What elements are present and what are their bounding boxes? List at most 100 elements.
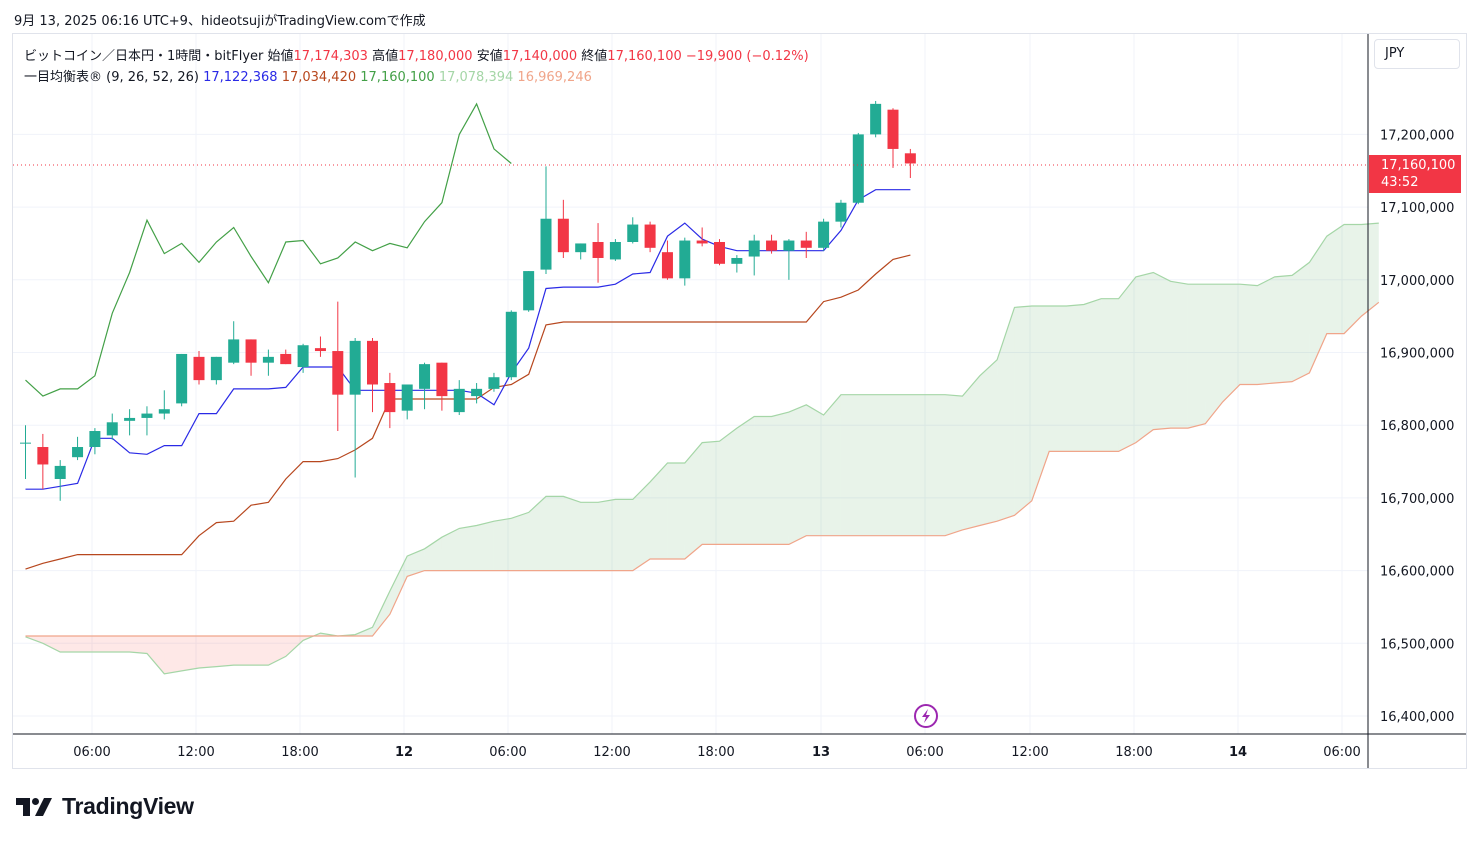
candle bbox=[54, 460, 66, 501]
cloud-segment bbox=[216, 636, 234, 667]
candle bbox=[523, 271, 535, 312]
high-label: 高値 bbox=[372, 49, 399, 64]
low-value: 17,140,000 bbox=[502, 49, 578, 64]
candle bbox=[141, 406, 153, 436]
currency-button[interactable]: JPY bbox=[1374, 39, 1460, 69]
candle-body bbox=[193, 356, 205, 381]
candle bbox=[540, 166, 552, 274]
tenkan-line bbox=[25, 189, 911, 490]
candle-body bbox=[766, 240, 778, 251]
candle-body bbox=[37, 447, 49, 465]
candle bbox=[696, 227, 708, 247]
price-tick-label: 16,900,000 bbox=[1380, 347, 1454, 362]
candle bbox=[384, 372, 396, 429]
time-tick-label: 12:00 bbox=[1011, 745, 1048, 760]
candle-body bbox=[852, 134, 864, 203]
candle bbox=[158, 390, 170, 420]
cloud-segment bbox=[493, 518, 512, 571]
candle-body bbox=[314, 348, 326, 352]
tenkan-value: 17,122,368 bbox=[203, 70, 278, 85]
time-tick-label: 12:00 bbox=[177, 745, 214, 760]
cloud-segment bbox=[94, 636, 113, 653]
candle bbox=[904, 148, 916, 179]
candle-body bbox=[505, 311, 517, 378]
cloud-segment bbox=[754, 416, 772, 545]
cloud-segment bbox=[1205, 284, 1223, 424]
price-tick-label: 17,000,000 bbox=[1380, 274, 1454, 289]
candle-body bbox=[262, 356, 274, 363]
chikou-line bbox=[25, 102, 512, 397]
candle bbox=[436, 362, 448, 411]
candle bbox=[783, 239, 795, 280]
legend-indicator-row: 一目均衡表® (9, 26, 52, 26) 17,122,368 17,034… bbox=[24, 66, 592, 85]
candle bbox=[262, 349, 274, 376]
close-label: 終値 bbox=[581, 49, 608, 64]
candle-body bbox=[783, 240, 795, 251]
candle-body bbox=[245, 339, 257, 363]
cloud-segment bbox=[164, 636, 182, 674]
candle-body bbox=[714, 241, 725, 264]
low-label: 安値 bbox=[476, 49, 503, 64]
indicator-name[interactable]: 一目均衡表® (9, 26, 52, 26) bbox=[24, 70, 199, 85]
cloud-segment bbox=[788, 404, 807, 545]
cloud-segment bbox=[580, 502, 599, 571]
cloud-segment bbox=[441, 528, 460, 571]
symbol-name[interactable]: ビットコイン／日本円・1時間・bitFlyer bbox=[24, 49, 264, 64]
candle-body bbox=[89, 431, 101, 448]
span-b-line bbox=[25, 301, 1380, 637]
candle bbox=[401, 384, 413, 420]
lightning-icon[interactable] bbox=[914, 704, 938, 728]
cloud-segment bbox=[1240, 284, 1258, 385]
candle-body bbox=[471, 388, 483, 397]
candle bbox=[818, 218, 830, 251]
candle bbox=[800, 231, 812, 258]
price-tick-label: 16,600,000 bbox=[1380, 565, 1454, 580]
cloud-segment bbox=[598, 499, 616, 571]
candle bbox=[731, 255, 743, 273]
cloud-segment bbox=[1222, 284, 1240, 402]
kijun-value: 17,034,420 bbox=[281, 70, 357, 85]
cloud-segment bbox=[251, 636, 269, 666]
candle bbox=[228, 321, 240, 365]
cloud-segment bbox=[407, 548, 425, 577]
cloud-segment bbox=[1257, 276, 1275, 385]
candle-body bbox=[661, 252, 673, 279]
brand-logo[interactable]: TradingView bbox=[16, 793, 194, 820]
price-tick-label: 16,400,000 bbox=[1380, 710, 1454, 725]
candle bbox=[20, 425, 31, 479]
cloud-segment bbox=[667, 463, 685, 559]
candle-body bbox=[870, 103, 882, 135]
cloud-segment bbox=[42, 636, 61, 653]
close-value: 17,160,100 bbox=[607, 49, 682, 64]
candle bbox=[89, 428, 101, 455]
candle-body bbox=[124, 417, 136, 421]
candle-body bbox=[367, 340, 378, 385]
cloud-segment bbox=[424, 537, 442, 571]
candle bbox=[679, 237, 691, 286]
cloud-segment bbox=[979, 359, 998, 526]
cloud-segment bbox=[945, 394, 963, 536]
cloud-segment bbox=[389, 556, 408, 615]
time-tick-label: 06:00 bbox=[1323, 745, 1360, 760]
span-a-line bbox=[25, 222, 1379, 675]
candle-body bbox=[575, 243, 587, 253]
candle bbox=[887, 108, 899, 168]
cloud-segment bbox=[129, 636, 147, 654]
tradingview-logo-icon bbox=[16, 797, 52, 816]
cloud-segment bbox=[1014, 305, 1032, 516]
candle-body bbox=[436, 362, 448, 397]
cloud-segment bbox=[1101, 298, 1119, 452]
cloud-segment bbox=[962, 375, 980, 530]
open-value: 17,174,303 bbox=[293, 49, 368, 64]
candle-body bbox=[297, 345, 309, 368]
cloud-segment bbox=[927, 394, 946, 536]
snapshot-caption: 9月 13, 2025 06:16 UTC+9、hideotsujiがTradi… bbox=[14, 14, 426, 29]
cloud-segment bbox=[997, 307, 1015, 522]
candle bbox=[488, 372, 500, 392]
cloud-segment bbox=[702, 441, 720, 545]
candle bbox=[644, 221, 656, 253]
candle bbox=[176, 353, 188, 407]
candle-body bbox=[54, 465, 66, 479]
cloud-segment bbox=[563, 496, 581, 571]
